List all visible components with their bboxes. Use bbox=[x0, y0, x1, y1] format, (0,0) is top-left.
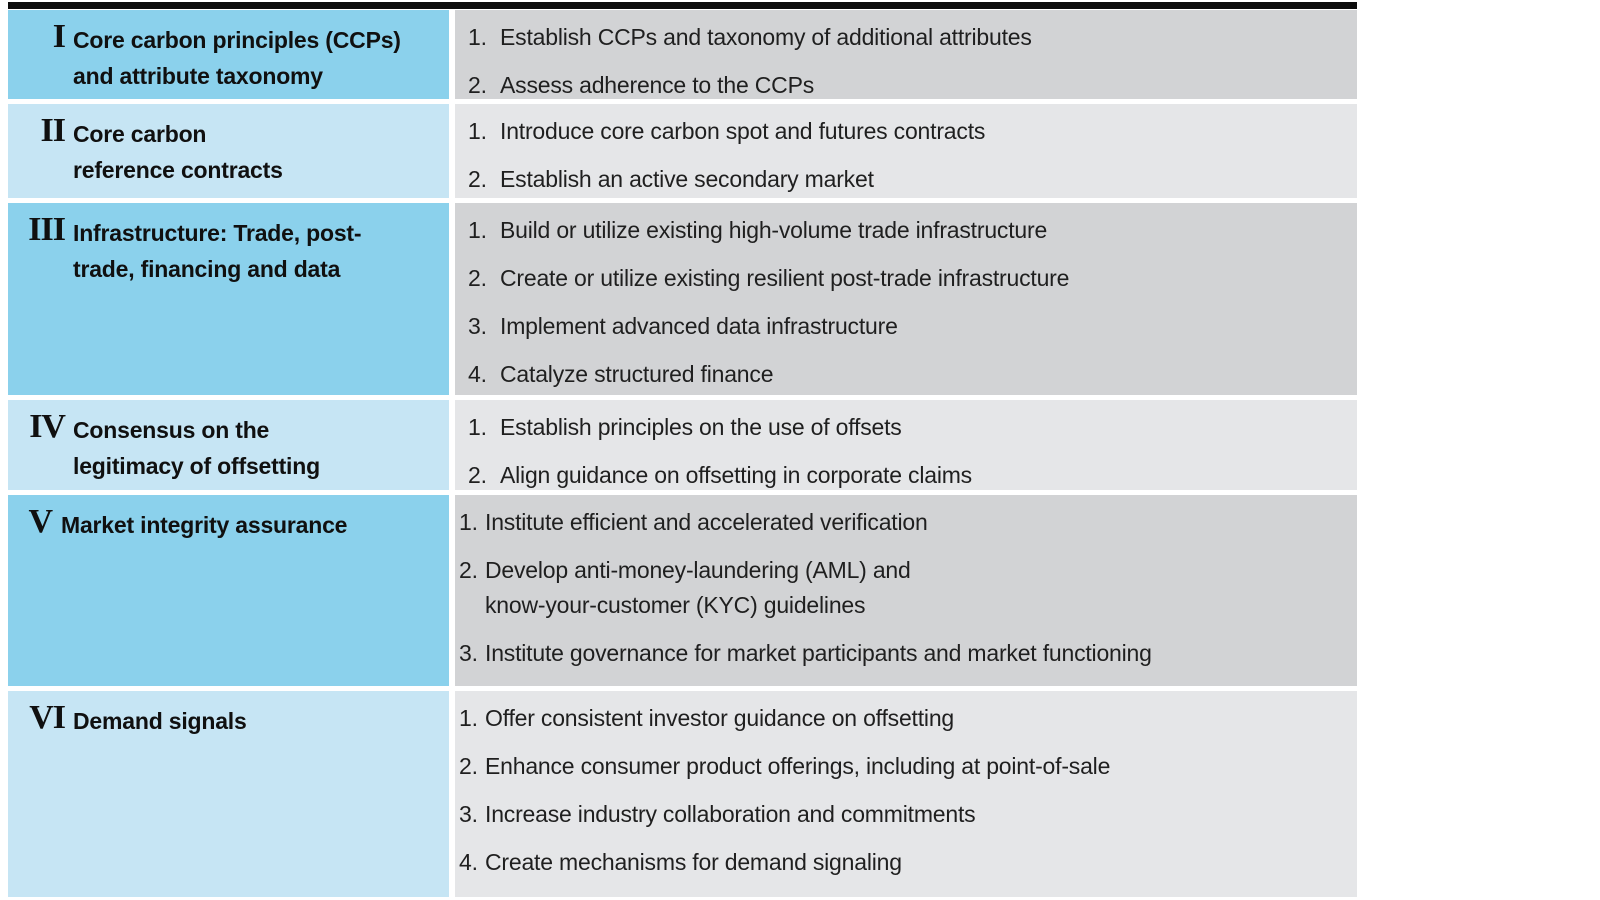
action-item: 2. Enhance consumer product offerings, i… bbox=[459, 749, 1347, 784]
item-number: 1. bbox=[468, 24, 487, 50]
actions-cell: 1. Establish principles on the use of of… bbox=[455, 400, 1357, 490]
roman-numeral: I bbox=[52, 18, 66, 55]
item-number: 2. bbox=[468, 462, 487, 488]
roman-numeral: IV bbox=[29, 408, 66, 445]
item-text: Increase industry collaboration and comm… bbox=[485, 801, 976, 827]
item-text: Assess adherence to the CCPs bbox=[500, 72, 815, 98]
roman-numeral: III bbox=[28, 211, 66, 248]
category-cell: VI Demand signals bbox=[8, 691, 449, 897]
table-row: II Core carbon reference contracts 1. In… bbox=[8, 104, 1357, 198]
action-item: 2. Assess adherence to the CCPs bbox=[468, 68, 1347, 103]
item-number: 1. bbox=[468, 217, 487, 243]
item-text: Establish CCPs and taxonomy of additiona… bbox=[500, 24, 1032, 50]
item-text: Offer consistent investor guidance on of… bbox=[485, 705, 955, 731]
item-number: 4. bbox=[468, 361, 487, 387]
item-text: Create mechanisms for demand signaling bbox=[485, 849, 902, 875]
item-text: Catalyze structured finance bbox=[500, 361, 774, 387]
item-text: Implement advanced data infrastructure bbox=[500, 313, 898, 339]
category-cell: V Market integrity assurance bbox=[8, 495, 449, 686]
action-item: 2. Create or utilize existing resilient … bbox=[468, 261, 1347, 296]
table-top-rule bbox=[8, 2, 1357, 9]
item-number: 2. bbox=[459, 753, 478, 779]
action-item: 1. Institute efficient and accelerated v… bbox=[459, 505, 1347, 540]
table-row: IV Consensus on the legitimacy of offset… bbox=[8, 400, 1357, 490]
action-item: 3. Implement advanced data infrastructur… bbox=[468, 309, 1347, 344]
action-item: 4. Catalyze structured finance bbox=[468, 357, 1347, 392]
action-item: 1. Introduce core carbon spot and future… bbox=[468, 114, 1347, 149]
category-cell: III Infrastructure: Trade, post- trade, … bbox=[8, 203, 449, 395]
actions-cell: 1. Offer consistent investor guidance on… bbox=[455, 691, 1357, 897]
item-number: 2. bbox=[468, 166, 487, 192]
action-item: 1. Offer consistent investor guidance on… bbox=[459, 701, 1347, 736]
item-number: 1. bbox=[468, 118, 487, 144]
actions-cell: 1. Build or utilize existing high-volume… bbox=[455, 203, 1357, 395]
action-item: 1. Establish CCPs and taxonomy of additi… bbox=[468, 20, 1347, 55]
actions-cell: 1. Introduce core carbon spot and future… bbox=[455, 104, 1357, 198]
item-text: Introduce core carbon spot and futures c… bbox=[500, 118, 986, 144]
table-row: VI Demand signals 1. Offer consistent in… bbox=[8, 691, 1357, 897]
action-item: 2. Align guidance on offsetting in corpo… bbox=[468, 458, 1347, 493]
action-item: 3. Increase industry collaboration and c… bbox=[459, 797, 1347, 832]
actions-cell: 1. Institute efficient and accelerated v… bbox=[455, 495, 1357, 686]
category-title: Consensus on the legitimacy of offsettin… bbox=[73, 417, 320, 479]
category-cell: II Core carbon reference contracts bbox=[8, 104, 449, 198]
item-text: Create or utilize existing resilient pos… bbox=[500, 265, 1070, 291]
item-text: Align guidance on offsetting in corporat… bbox=[500, 462, 972, 488]
category-title: Core carbon principles (CCPs) and attrib… bbox=[73, 27, 401, 89]
item-number: 3. bbox=[459, 801, 478, 827]
action-item: 3. Institute governance for market parti… bbox=[459, 636, 1347, 671]
roman-numeral: II bbox=[40, 112, 66, 149]
item-text: Institute governance for market particip… bbox=[485, 640, 1152, 666]
item-number: 1. bbox=[468, 414, 487, 440]
item-number: 2. bbox=[468, 265, 487, 291]
table-row: I Core carbon principles (CCPs) and attr… bbox=[8, 10, 1357, 99]
item-number: 3. bbox=[468, 313, 487, 339]
item-text: Institute efficient and accelerated veri… bbox=[485, 509, 928, 535]
roman-numeral: V bbox=[28, 503, 53, 540]
category-title: Infrastructure: Trade, post- trade, fina… bbox=[73, 220, 362, 282]
action-item: 2. Develop anti-money-laundering (AML) a… bbox=[459, 553, 1347, 623]
category-cell: IV Consensus on the legitimacy of offset… bbox=[8, 400, 449, 490]
action-item: 2. Establish an active secondary market bbox=[468, 162, 1347, 197]
actions-cell: 1. Establish CCPs and taxonomy of additi… bbox=[455, 10, 1357, 99]
item-text: Develop anti-money-laundering (AML) and … bbox=[485, 557, 911, 618]
item-number: 1. bbox=[459, 509, 478, 535]
item-text: Build or utilize existing high-volume tr… bbox=[500, 217, 1048, 243]
item-number: 1. bbox=[459, 705, 478, 731]
category-title: Demand signals bbox=[73, 708, 247, 734]
category-cell: I Core carbon principles (CCPs) and attr… bbox=[8, 10, 449, 99]
item-number: 2. bbox=[459, 557, 478, 583]
item-number: 4. bbox=[459, 849, 478, 875]
item-text: Establish an active secondary market bbox=[500, 166, 874, 192]
table-row: III Infrastructure: Trade, post- trade, … bbox=[8, 203, 1357, 395]
market-actions-table: I Core carbon principles (CCPs) and attr… bbox=[8, 2, 1357, 897]
item-text: Establish principles on the use of offse… bbox=[500, 414, 902, 440]
item-text: Enhance consumer product offerings, incl… bbox=[485, 753, 1111, 779]
roman-numeral: VI bbox=[29, 699, 66, 736]
action-item: 1. Build or utilize existing high-volume… bbox=[468, 213, 1347, 248]
item-number: 2. bbox=[468, 72, 487, 98]
category-title: Core carbon reference contracts bbox=[73, 121, 283, 183]
category-title: Market integrity assurance bbox=[61, 512, 348, 538]
item-number: 3. bbox=[459, 640, 478, 666]
action-item: 4. Create mechanisms for demand signalin… bbox=[459, 845, 1347, 880]
table-row: V Market integrity assurance 1. Institut… bbox=[8, 495, 1357, 686]
action-item: 1. Establish principles on the use of of… bbox=[468, 410, 1347, 445]
